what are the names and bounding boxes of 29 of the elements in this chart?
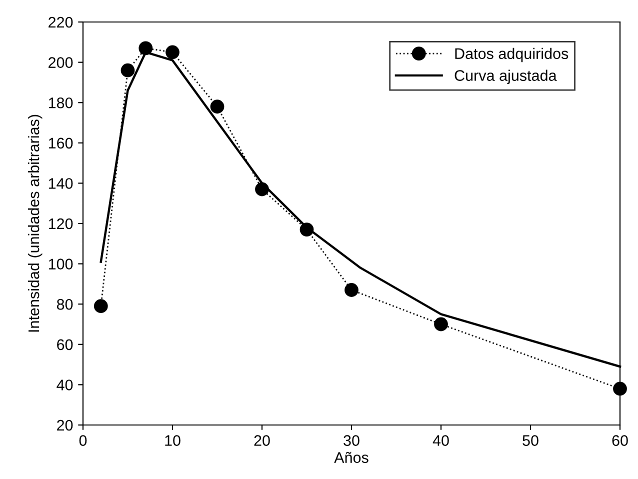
y-tick-label: 80 [56, 298, 73, 310]
point [120, 63, 135, 78]
point [613, 382, 627, 396]
x-tick-label: 20 [254, 435, 270, 446]
y-tick-label: 40 [56, 380, 73, 390]
point [210, 100, 224, 114]
x-axis-title: Años [334, 452, 368, 463]
point [166, 45, 180, 60]
y-axis-title: Intensidad (unidades arbitrarias) [28, 114, 42, 332]
y-tick-label: 100 [48, 258, 73, 270]
y-tick-label: 20 [57, 420, 73, 431]
x-tick-label: 50 [522, 435, 538, 446]
x-tick-label: 10 [165, 435, 180, 446]
legend-label: Curva ajustada [454, 70, 557, 84]
y-tick-label: 200 [48, 57, 73, 68]
y-tick-label: 220 [48, 16, 73, 28]
y-tick-label: 60 [57, 339, 73, 350]
x-tick-label: 30 [344, 435, 360, 446]
legend-label: Datos adquiridos [455, 48, 568, 62]
x-tick-label: 40 [432, 435, 449, 446]
y-tick-label: 180 [48, 97, 73, 108]
y-tick-label: 120 [48, 218, 73, 230]
y-tick-label: 140 [48, 178, 73, 189]
point [344, 283, 358, 297]
x-tick-label: 0 [79, 435, 87, 446]
x-tick-label: 60 [612, 435, 628, 446]
y-tick-label: 160 [48, 138, 73, 149]
point [434, 317, 448, 332]
point [94, 299, 108, 314]
